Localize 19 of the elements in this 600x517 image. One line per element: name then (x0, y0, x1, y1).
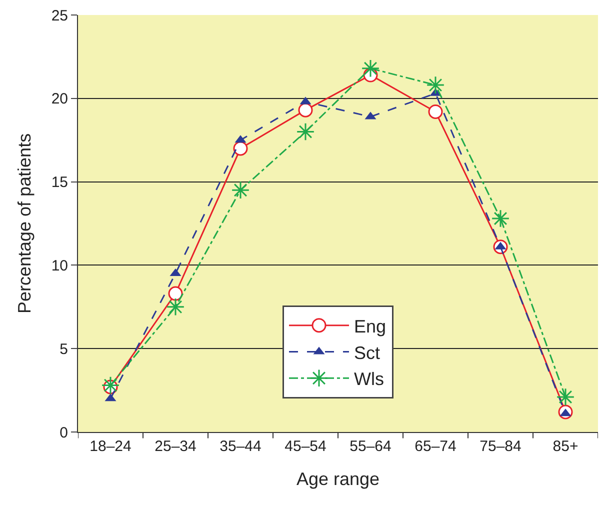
y-tick-label: 10 (51, 257, 68, 274)
x-tick-label: 25–34 (154, 438, 196, 455)
y-tick-label: 15 (51, 174, 68, 192)
x-tick-label: 45–54 (284, 438, 326, 455)
legend-label: Sct (354, 342, 380, 363)
x-tick-label: 18–24 (90, 438, 132, 455)
y-tick-label: 0 (60, 424, 68, 442)
y-axis-title: Percentage of patients (14, 133, 35, 314)
x-tick-label: 55–64 (350, 438, 392, 455)
x-axis-title: Age range (296, 469, 380, 490)
legend-label: Eng (354, 316, 386, 336)
y-tick-label: 25 (51, 7, 68, 24)
x-tick-label: 85+ (552, 438, 578, 455)
x-tick-label: 35–44 (220, 438, 262, 455)
y-tick-label: 5 (60, 340, 68, 358)
y-tick-label: 20 (51, 90, 68, 108)
legend-label: Wls (354, 369, 384, 390)
x-tick-label: 65–74 (414, 438, 456, 455)
x-tick-label: 75–84 (480, 438, 522, 455)
